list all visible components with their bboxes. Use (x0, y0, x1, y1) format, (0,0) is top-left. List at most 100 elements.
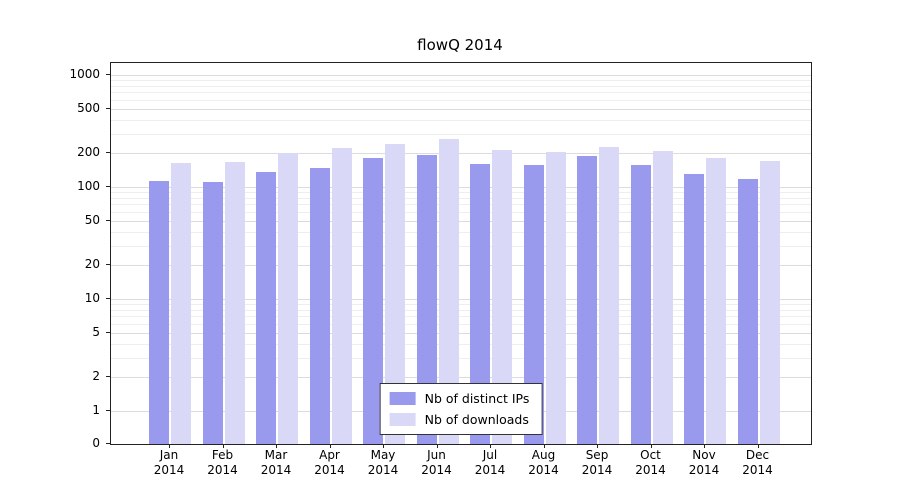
gridline-minor (111, 231, 811, 233)
x-axis-tick-mark (490, 444, 491, 448)
x-axis-tick-label: Mar 2014 (260, 448, 292, 477)
x-axis-tick-mark (757, 444, 759, 448)
x-axis-tick-mark (543, 444, 545, 448)
x-axis-tick-label: Nov 2014 (688, 448, 720, 477)
legend-label-distinct-ips: Nb of distinct IPs (424, 391, 530, 406)
y-axis-tick-mark (106, 152, 110, 154)
x-axis-tick-label: Dec 2014 (742, 448, 773, 477)
x-axis-tick-label: Feb 2014 (207, 448, 238, 477)
bar-distinct-ips (577, 156, 597, 444)
y-axis-tick-label: 500 (77, 100, 100, 115)
bar-downloads (224, 161, 245, 444)
y-axis-tick-mark (106, 410, 110, 411)
x-axis-tick-label: Oct 2014 (635, 448, 666, 477)
gridline-minor (111, 357, 811, 359)
y-axis-tick-mark (106, 186, 110, 187)
gridline-major (111, 108, 811, 110)
y-axis-tick-mark (106, 264, 110, 266)
gridline-minor (111, 323, 811, 325)
gridline-minor (111, 304, 811, 306)
bar-downloads (759, 161, 780, 444)
x-axis-tick-mark (650, 444, 652, 448)
y-axis-tick-label: 100 (77, 179, 100, 193)
gridline-minor (111, 245, 811, 247)
bar-distinct-ips (363, 158, 383, 444)
bar-distinct-ips (523, 164, 544, 444)
x-axis-tick-mark (276, 444, 277, 448)
legend-item-downloads: Nb of downloads (389, 412, 530, 427)
gridline-major (111, 220, 811, 222)
bar-distinct-ips (256, 172, 276, 444)
y-axis-tick-mark (106, 443, 110, 444)
y-axis-tick-label: 1000 (69, 67, 100, 81)
gridline-minor (111, 211, 811, 213)
gridline-minor (111, 85, 811, 87)
x-axis-tick-mark (169, 444, 170, 448)
bar-distinct-ips (630, 164, 651, 444)
chart-title: flowQ 2014 (417, 36, 503, 54)
bar-downloads (385, 143, 405, 444)
gridline-minor (111, 92, 811, 94)
gridline-major (111, 332, 811, 334)
bar-distinct-ips (416, 155, 437, 444)
gridline-minor (111, 133, 811, 135)
x-axis-tick-mark (436, 444, 438, 448)
x-axis-tick-mark (329, 444, 331, 448)
bar-downloads (278, 153, 298, 444)
gridline-minor (111, 80, 811, 82)
bar-downloads (492, 149, 512, 444)
bar-distinct-ips (737, 179, 758, 444)
legend-label-downloads: Nb of downloads (424, 412, 529, 427)
bar-downloads (599, 147, 619, 444)
bar-downloads (545, 152, 566, 444)
x-axis-tick-label: May 2014 (367, 448, 399, 477)
gridline-minor (111, 119, 811, 121)
gridline-minor (111, 192, 811, 194)
bar-distinct-ips (202, 181, 223, 444)
y-axis-tick-label: 2 (92, 369, 100, 384)
x-axis-tick-mark (704, 444, 705, 448)
gridline-major (111, 75, 811, 76)
y-axis-tick-mark (106, 219, 110, 221)
bar-downloads (331, 148, 352, 444)
gridline-minor (111, 99, 811, 101)
gridline-minor (111, 316, 811, 318)
x-axis-tick-label: Jun 2014 (421, 448, 452, 477)
gridline-major (111, 153, 811, 155)
y-axis-tick-mark (106, 331, 110, 333)
gridline-major (111, 187, 811, 188)
bar-distinct-ips (309, 167, 330, 444)
x-axis-tick-label: Jul 2014 (474, 448, 506, 477)
gridline-major (111, 265, 811, 267)
y-axis-tick-mark (106, 74, 110, 75)
gridline-major (111, 377, 811, 379)
bar-downloads (171, 162, 191, 444)
legend: Nb of distinct IPs Nb of downloads (379, 383, 543, 435)
bar-downloads (438, 139, 459, 444)
legend-swatch-downloads (389, 413, 416, 426)
plot-area: Nb of distinct IPs Nb of downloads (110, 62, 812, 445)
bar-distinct-ips (149, 181, 169, 444)
y-axis-tick-label: 0 (92, 436, 100, 450)
gridline-minor (111, 204, 811, 206)
y-axis-tick-label: 20 (84, 257, 100, 272)
y-axis-tick-mark (106, 376, 110, 378)
legend-swatch-distinct-ips (389, 392, 416, 405)
bar-distinct-ips (684, 174, 704, 444)
x-axis-tick-mark (597, 444, 598, 448)
x-axis-tick-mark (222, 444, 224, 448)
y-axis-tick-label: 10 (84, 291, 100, 305)
x-axis-tick-label: Apr 2014 (314, 448, 345, 477)
y-axis-tick-mark (106, 107, 110, 109)
y-axis-tick-label: 1 (92, 403, 100, 417)
x-axis-tick-label: Sep 2014 (581, 448, 613, 477)
gridline-major (111, 299, 811, 300)
y-axis-tick-label: 5 (92, 324, 100, 339)
x-axis-tick-label: Aug 2014 (528, 448, 559, 477)
gridline-minor (111, 197, 811, 199)
bar-downloads (652, 150, 673, 444)
bar-downloads (706, 157, 726, 444)
gridline-minor (111, 309, 811, 311)
x-axis-tick-label: Jan 2014 (153, 448, 185, 477)
